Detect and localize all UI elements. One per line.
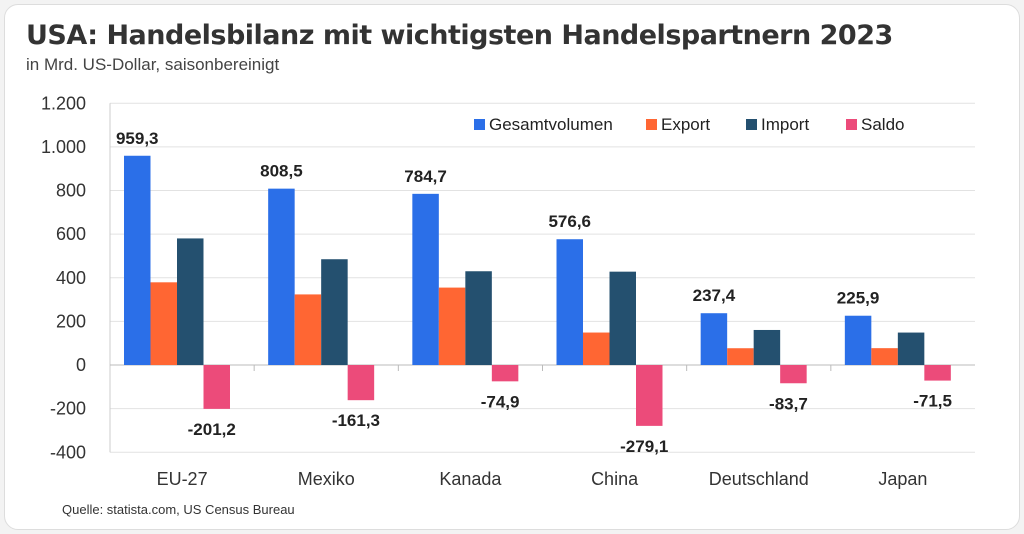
x-tick-label: Deutschland (709, 469, 809, 489)
bar-gesamtvolumen (844, 315, 872, 365)
x-tick-label: Kanada (439, 469, 502, 489)
legend-label: Export (661, 115, 710, 134)
x-tick-label: China (591, 469, 639, 489)
y-tick-label: 1.000 (41, 137, 86, 157)
bar-saldo (924, 365, 951, 381)
data-label: 959,3 (116, 129, 159, 148)
y-tick-label: 1.200 (41, 93, 86, 113)
bar-saldo (491, 365, 519, 382)
bar-export (294, 294, 322, 365)
data-label: 225,9 (837, 289, 880, 308)
bar-export (871, 348, 898, 365)
x-tick-label: Mexiko (298, 469, 355, 489)
bar-import (609, 271, 636, 365)
data-label: -201,2 (188, 420, 236, 439)
bar-gesamtvolumen (556, 239, 583, 365)
bar-export (150, 282, 177, 365)
data-label: -71,5 (913, 392, 952, 411)
bar-import (897, 332, 925, 365)
bar-gesamtvolumen (124, 155, 151, 365)
data-label: 576,6 (548, 212, 591, 231)
y-tick-label: 600 (56, 224, 86, 244)
y-tick-label: -400 (50, 442, 86, 462)
legend-swatch-export (646, 119, 657, 130)
legend-swatch-gesamtvolumen (474, 119, 485, 130)
bar-saldo (203, 365, 230, 409)
source-note: Quelle: statista.com, US Census Bureau (62, 502, 295, 517)
bar-gesamtvolumen (412, 193, 439, 365)
data-label: 237,4 (693, 286, 736, 305)
bar-gesamtvolumen (268, 188, 295, 365)
chart-card (4, 4, 1020, 530)
legend-label: Saldo (861, 115, 904, 134)
bar-saldo (636, 365, 663, 426)
bar-saldo (780, 365, 807, 384)
bar-gesamtvolumen (700, 313, 728, 365)
data-label: -83,7 (769, 394, 808, 413)
x-tick-label: EU-27 (157, 469, 208, 489)
data-label: 808,5 (260, 162, 303, 181)
y-tick-label: 200 (56, 311, 86, 331)
y-tick-label: 800 (56, 181, 86, 201)
y-tick-label: 400 (56, 268, 86, 288)
bar-export (438, 287, 466, 365)
legend-swatch-saldo (846, 119, 857, 130)
x-tick-label: Japan (878, 469, 927, 489)
data-label: -74,9 (481, 392, 520, 411)
legend-swatch-import (746, 119, 757, 130)
data-label: 784,7 (404, 167, 447, 186)
legend-label: Import (761, 115, 809, 134)
bar-import (753, 329, 781, 365)
bar-import (465, 271, 492, 365)
bar-import (177, 238, 204, 365)
data-label: -161,3 (332, 411, 380, 430)
data-label: -279,1 (620, 437, 668, 456)
y-tick-label: -200 (50, 399, 86, 419)
bar-import (321, 259, 348, 365)
legend-label: Gesamtvolumen (489, 115, 613, 134)
bar-export (583, 332, 610, 365)
y-tick-label: 0 (76, 355, 86, 375)
chart-title: USA: Handelsbilanz mit wichtigsten Hande… (26, 20, 893, 51)
chart-subtitle: in Mrd. US-Dollar, saisonbereinigt (26, 55, 280, 74)
bar-export (727, 348, 754, 365)
bar-saldo (347, 365, 375, 401)
